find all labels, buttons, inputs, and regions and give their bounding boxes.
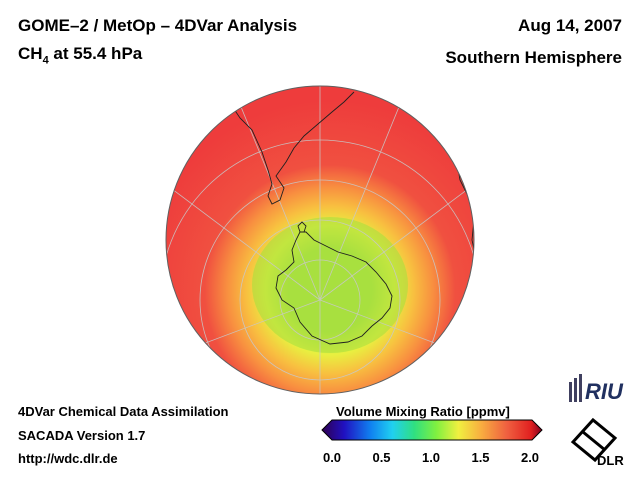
antarctic-peninsula [297,221,307,233]
globe-field [166,86,474,394]
footer-line-2: SACADA Version 1.7 [18,428,146,443]
colorbar [321,419,543,441]
hemisphere-label: Southern Hemisphere [445,48,622,67]
colorbar-tick-label: 1.0 [421,450,441,465]
title: GOME–2 / MetOp – 4DVar Analysis [18,16,298,35]
date-label: Aug 14, 2007 [518,16,622,35]
species-subscript: 4 [42,54,49,67]
colorbar-tick-label: 0.5 [372,450,391,465]
riu-logo: RIU [569,374,624,404]
species-level: at 55.4 hPa [48,44,143,63]
riu-logo-text: RIU [585,379,624,404]
colorbar-ramp [321,419,543,441]
south-america-coastline [213,86,355,205]
footer-url[interactable]: http://wdc.dlr.de [18,451,118,466]
species-label: CH4 at 55.4 hPa [18,44,142,66]
dlr-logo-text: DLR [597,453,624,466]
dlr-logo: DLR [570,417,624,466]
colorbar-label: Volume Mixing Ratio [ppmv] [336,404,510,419]
footer-line-1: 4DVar Chemical Data Assimilation [18,404,229,419]
colorbar-tick-label: 0.0 [322,450,342,465]
colorbar-tick-label: 2.0 [520,450,540,465]
species-main: CH [18,44,43,63]
colorbar-tick-label: 1.5 [471,450,490,465]
antarctica-coastline [275,231,393,345]
